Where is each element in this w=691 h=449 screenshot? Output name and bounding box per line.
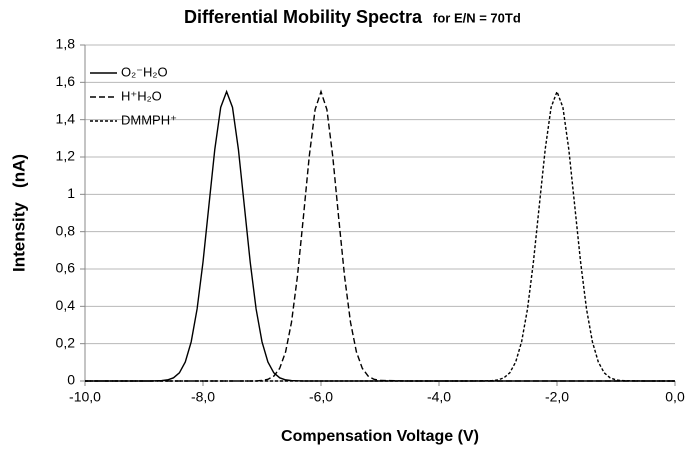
chart-title: Differential Mobility Spectra [184, 7, 423, 27]
legend-label: O₂⁻H₂O [121, 64, 168, 79]
y-tick-label: 1 [67, 185, 75, 201]
y-tick-label: 1,4 [56, 110, 76, 126]
legend-label: H⁺H₂O [121, 88, 162, 103]
x-tick-label: -4,0 [427, 389, 451, 405]
y-tick-label: 0,2 [56, 334, 76, 350]
y-tick-label: 1,6 [56, 73, 76, 89]
y-tick-label: 0,4 [56, 297, 76, 313]
y-tick-label: 0,6 [56, 260, 76, 276]
x-tick-label: -8,0 [191, 389, 215, 405]
series-line [85, 89, 675, 382]
chart-subtitle: for E/N = 70Td [433, 10, 521, 25]
y-tick-label: 1,2 [56, 148, 76, 164]
legend-label: DMMPH⁺ [121, 112, 177, 127]
x-tick-label: 0,0 [665, 389, 685, 405]
y-tick-label: 1,8 [56, 36, 76, 52]
x-tick-label: -10,0 [69, 389, 101, 405]
x-tick-label: -2,0 [545, 389, 569, 405]
y-axis-label: Intensity (nA) [9, 154, 28, 272]
x-axis-label: Compensation Voltage (V) [281, 428, 479, 445]
y-tick-label: 0 [67, 372, 75, 388]
y-tick-label: 0,8 [56, 222, 76, 238]
series-line [85, 89, 675, 382]
series-line [85, 89, 675, 382]
x-tick-label: -6,0 [309, 389, 333, 405]
